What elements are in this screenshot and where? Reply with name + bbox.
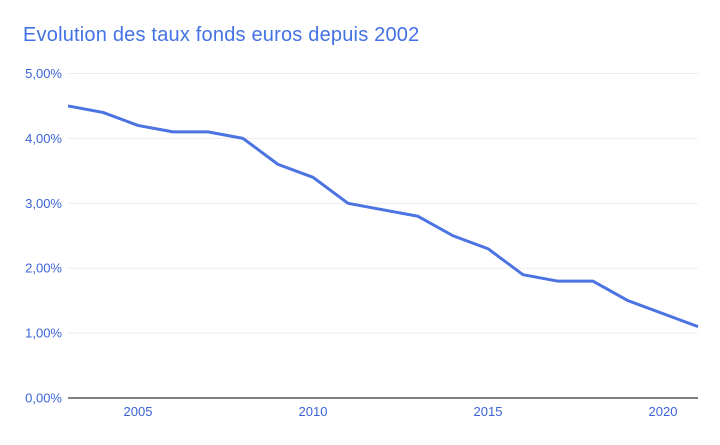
x-tick-label: 2005 (124, 404, 153, 419)
y-tick-label: 5,00% (25, 66, 62, 81)
series-line (67, 104, 699, 329)
y-tick-label: 1,00% (25, 326, 62, 341)
y-tick-label: 0,00% (25, 391, 62, 406)
x-tick-label: 2015 (474, 404, 503, 419)
y-tick-label: 3,00% (25, 196, 62, 211)
chart-title: Evolution des taux fonds euros depuis 20… (23, 24, 420, 46)
y-tick-label: 4,00% (25, 131, 62, 146)
x-tick-label: 2020 (649, 404, 678, 419)
x-tick-label: 2010 (299, 404, 328, 419)
y-tick-label: 2,00% (25, 261, 62, 276)
